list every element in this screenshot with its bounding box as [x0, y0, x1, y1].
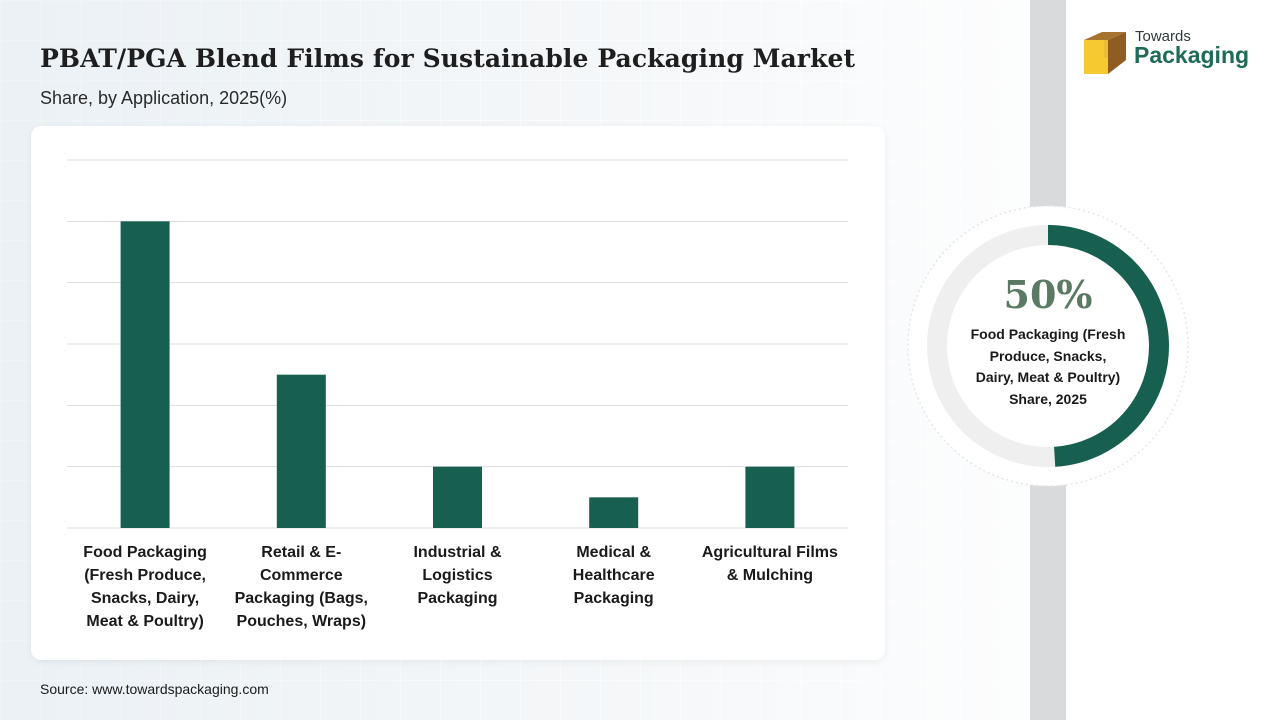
bar-chart	[67, 159, 848, 529]
x-tick-label-line: Retail & E-	[261, 544, 342, 561]
donut-caption-line: Share, 2025	[1009, 390, 1087, 407]
donut-outer-ring	[907, 205, 1189, 487]
bar	[589, 497, 639, 528]
x-tick-label: Agricultural Films & Mulching	[690, 541, 850, 587]
x-tick-label-line: & Mulching	[726, 567, 813, 584]
x-tick-label: Industrial & Logistics Packaging	[378, 541, 538, 610]
highlight-donut: 50% Food Packaging (Fresh Produce, Snack…	[906, 204, 1190, 488]
x-tick-label-line: Meat & Poultry)	[86, 613, 204, 630]
x-tick-label-line: Logistics	[422, 567, 493, 584]
x-tick-label-line: Industrial &	[413, 544, 502, 561]
bar-chart-card: Food Packaging (Fresh Produce, Snacks, Dai…	[31, 126, 885, 660]
x-tick-label-line: Packaging	[573, 590, 654, 607]
donut-caption-line: Produce, Snacks,	[989, 347, 1107, 364]
bar	[120, 221, 170, 528]
donut-chart	[907, 205, 1189, 487]
donut-caption-line: Food Packaging (Fresh	[970, 326, 1126, 342]
x-tick-label-line: Food Packaging	[83, 544, 207, 561]
x-tick-label-line: Packaging (Bags,	[234, 590, 368, 607]
x-tick-label: Food Packaging (Fresh Produce, Snacks, Dai…	[65, 541, 225, 633]
bar	[276, 374, 326, 528]
x-tick-label: Medical & Healthcare Packaging	[534, 541, 694, 610]
logo-text-towards: Towards	[1135, 28, 1191, 45]
logo-text-packaging: Packaging	[1134, 42, 1250, 68]
source-note: Source: www.towardspackaging.com	[40, 681, 269, 697]
x-tick-label-line: Healthcare	[572, 567, 655, 584]
x-tick-label: Retail & E- Commerce Packaging (Bags, Pouch…	[221, 541, 381, 633]
box-icon	[1084, 32, 1126, 74]
donut-caption: Food Packaging (Fresh Produce, Snacks, D…	[958, 324, 1138, 410]
bar	[745, 466, 795, 528]
bar	[433, 466, 482, 528]
x-tick-label-line: Pouches, Wraps)	[236, 613, 367, 630]
x-tick-label-line: Agricultural Films	[701, 544, 838, 561]
chart-title: PBAT/PGA Blend Films for Sustainable Pac…	[40, 44, 856, 73]
x-tick-label-line: Packaging	[417, 590, 498, 607]
x-tick-label-line: Snacks, Dairy,	[90, 590, 200, 607]
donut-caption-line: Dairy, Meat & Poultry)	[975, 369, 1121, 385]
donut-percentage: 50%	[1003, 272, 1093, 317]
x-tick-label-line: Medical &	[576, 544, 652, 561]
x-tick-label-line: Commerce	[259, 567, 343, 584]
chart-subtitle: Share, by Application, 2025(%)	[40, 88, 288, 108]
donut-value-arc	[1047, 225, 1169, 467]
x-tick-label-line: (Fresh Produce,	[84, 567, 206, 584]
